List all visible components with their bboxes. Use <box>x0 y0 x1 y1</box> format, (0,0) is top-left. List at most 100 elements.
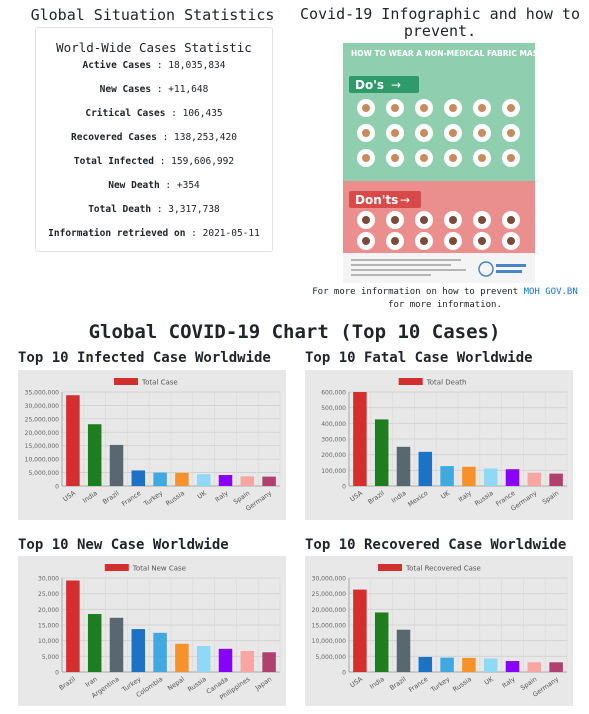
x-tick-label: India <box>368 675 386 691</box>
bar <box>505 661 520 672</box>
y-tick-label: 0 <box>55 484 59 491</box>
stats-section-title: Global Situation Statistics <box>30 6 275 24</box>
bar <box>353 589 367 672</box>
bar <box>131 629 146 672</box>
stat-label: Critical Cases <box>85 108 166 119</box>
x-tick-label: Brazil <box>366 489 386 506</box>
bar <box>440 657 454 672</box>
bar <box>549 662 563 672</box>
bar <box>175 472 189 486</box>
y-tick-label: 5,000 <box>42 654 59 661</box>
y-tick-label: 10,000,000 <box>25 457 60 464</box>
chart-new: Total New Case 0 5,000 10,000 15,000 20,000 25… <box>18 556 286 706</box>
infographic-poster: HOW TO WEAR A NON-MEDICAL FABRIC MASK SA… <box>343 43 535 283</box>
x-tick-label: Nepal <box>166 675 186 692</box>
stats-card: World-Wide Cases Statistic Active Cases … <box>35 27 273 252</box>
stat-label: Total Death <box>88 204 152 215</box>
bar <box>196 474 211 486</box>
stat-row: New Cases : +11,648 <box>99 84 209 95</box>
x-tick-label: USA <box>61 489 77 504</box>
stat-label: Recovered Cases <box>71 132 157 143</box>
bar <box>527 662 542 672</box>
stat-value: +354 <box>176 180 200 191</box>
bar <box>505 469 520 486</box>
y-tick-label: 10,000,000 <box>312 638 347 645</box>
y-tick-label: 25,000,000 <box>25 416 60 423</box>
x-tick-label: Spain <box>541 489 560 506</box>
bar <box>66 580 80 672</box>
poster-dos-label: Do's <box>355 78 384 92</box>
stat-row: Total Infected : 159,606,992 <box>73 156 235 167</box>
bar <box>240 651 255 672</box>
bar <box>218 648 233 672</box>
stat-label: New Cases <box>99 84 152 95</box>
y-tick-label: 200,000 <box>321 452 346 459</box>
bar <box>549 473 563 486</box>
y-tick-label: 20,000 <box>38 607 59 614</box>
legend-label: Total New Case <box>132 565 186 573</box>
bar <box>374 612 389 672</box>
bar <box>418 451 433 486</box>
x-tick-label: Brazil <box>58 675 78 692</box>
stat-value: 159,606,992 <box>171 156 235 167</box>
y-tick-label: 0 <box>342 484 346 491</box>
stat-row: Recovered Cases : 138,253,420 <box>71 132 237 143</box>
stats-card-title: World-Wide Cases Statistic <box>56 40 252 55</box>
mask-infographic-image: HOW TO WEAR A NON-MEDICAL FABRIC MASK SA… <box>343 43 535 283</box>
bar <box>66 395 80 486</box>
x-tick-label: Russia <box>186 675 208 694</box>
infographic-title: Covid-19 Infographic and how to prevent. <box>300 5 580 40</box>
bar <box>109 617 124 672</box>
x-tick-label: UK <box>483 675 496 687</box>
x-tick-label: Russia <box>473 489 495 508</box>
x-tick-label: UK <box>439 489 452 501</box>
y-tick-label: 30,000,000 <box>312 576 347 583</box>
y-tick-label: 5,000,000 <box>28 470 59 477</box>
x-tick-label: Turkey <box>429 675 452 694</box>
stat-label: New Death <box>108 180 160 191</box>
bar <box>87 614 102 672</box>
donts-icons <box>357 211 520 250</box>
legend-label: Total Recovered Case <box>405 565 481 573</box>
bar <box>483 658 498 672</box>
stat-row: Information retrieved on : 2021-05-11 <box>48 228 260 239</box>
x-tick-label: Iran <box>84 675 99 689</box>
bar <box>218 474 233 486</box>
bar <box>440 466 454 486</box>
x-tick-label: Italy <box>501 675 517 690</box>
x-tick-label: USA <box>348 489 364 504</box>
infographic-footer-suffix: for more information. <box>388 300 502 310</box>
svg-text:→: → <box>400 193 410 207</box>
chart-title-fatal: Top 10 Fatal Case Worldwide <box>305 350 533 366</box>
bar <box>153 632 167 672</box>
x-tick-label: Turkey <box>142 489 165 508</box>
stat-value: 106,435 <box>182 108 223 119</box>
y-tick-label: 15,000 <box>38 623 59 630</box>
stat-value: 138,253,420 <box>174 132 237 143</box>
x-tick-label: India <box>390 489 408 505</box>
x-tick-label: Russia <box>164 489 186 508</box>
stat-label: Information retrieved on <box>48 228 186 239</box>
x-tick-label: UK <box>196 489 209 501</box>
infographic-footer: For more information on how to prevent M… <box>310 286 580 312</box>
bar <box>374 419 389 486</box>
bar <box>418 656 433 672</box>
bar <box>262 652 276 672</box>
chart-infected: Total Case 0 5,000,000 10,000,000 15,000,000… <box>18 370 286 520</box>
y-tick-label: 30,000,000 <box>25 403 60 410</box>
bar <box>262 476 276 486</box>
y-tick-label: 300,000 <box>321 437 346 444</box>
moh-link[interactable]: MOH GOV.BN <box>523 287 578 297</box>
x-tick-label: India <box>81 489 99 505</box>
chart-fatal: Total Death 0 100,000 200,000 300,000 400,000… <box>305 370 573 520</box>
chart-title-new: Top 10 New Case Worldwide <box>18 537 229 553</box>
bar <box>396 446 411 486</box>
x-tick-label: Brazil <box>101 489 121 506</box>
y-tick-label: 600,000 <box>321 390 346 397</box>
x-tick-label: France <box>407 675 429 694</box>
stat-row: Critical Cases : 106,435 <box>85 108 223 119</box>
bar <box>353 392 367 486</box>
y-tick-label: 25,000,000 <box>312 591 347 598</box>
x-tick-label: USA <box>348 675 364 690</box>
y-tick-label: 35,000,000 <box>25 390 60 397</box>
